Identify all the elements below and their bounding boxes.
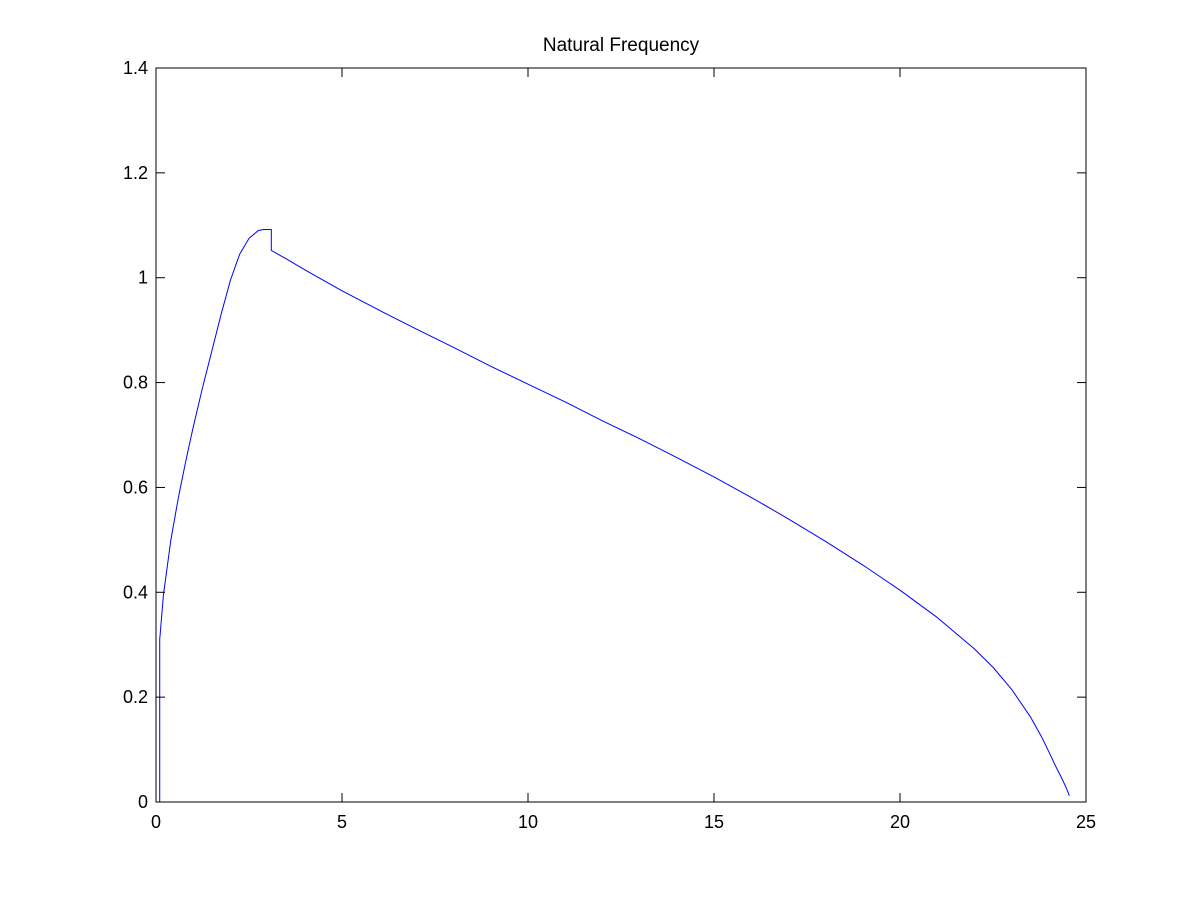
y-tick-label: 1.4 [123, 58, 148, 78]
x-tick-label: 0 [151, 812, 161, 832]
series-line [159, 228, 1070, 802]
x-tick-label: 5 [337, 812, 347, 832]
y-tick-label: 0.8 [123, 373, 148, 393]
chart-title: Natural Frequency [543, 35, 700, 56]
series-layer [159, 228, 1070, 802]
axes-frame [155, 67, 1087, 803]
y-tick-label: 0 [138, 792, 148, 812]
x-tick-label: 20 [890, 812, 910, 832]
x-tick-label: 10 [518, 812, 538, 832]
y-tick-label: 0.2 [123, 687, 148, 707]
tick-layer: 0 5 10 15 20 25 0 0.2 0.4 0.6 0.8 1 1.2 1.4 [123, 58, 1096, 832]
y-tick-label: 1.2 [123, 163, 148, 183]
y-tick-label: 0.4 [123, 582, 148, 602]
x-tick-label: 25 [1076, 812, 1096, 832]
x-tick-label: 15 [704, 812, 724, 832]
y-tick-label: 1 [138, 268, 148, 288]
y-tick-label: 0.6 [123, 477, 148, 497]
plot-area [156, 68, 1086, 802]
